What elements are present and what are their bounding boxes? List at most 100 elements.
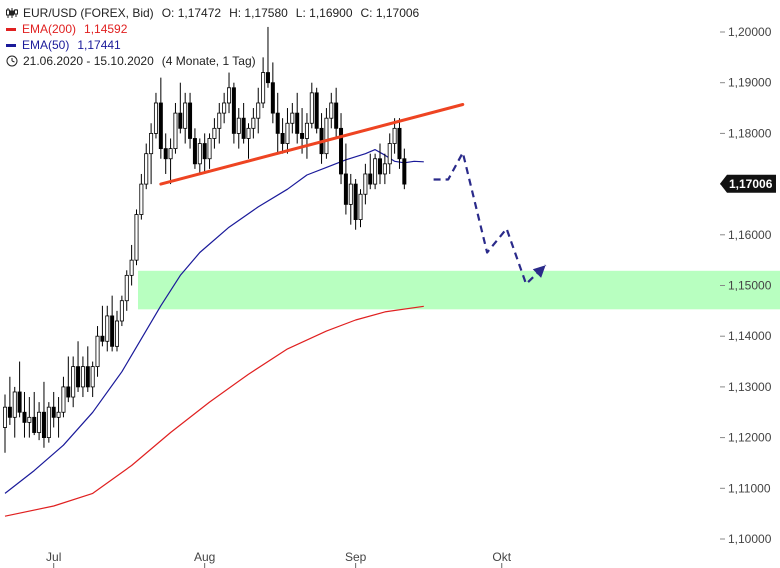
- forecast-arrowhead: [532, 265, 546, 278]
- candle[interactable]: [256, 87, 261, 134]
- candle[interactable]: [158, 77, 163, 159]
- candle-body-up: [217, 112, 222, 129]
- candle[interactable]: [334, 87, 339, 139]
- candle-body-up: [348, 183, 353, 205]
- candle[interactable]: [304, 113, 309, 159]
- candle[interactable]: [46, 402, 51, 443]
- candle[interactable]: [285, 108, 290, 154]
- candle[interactable]: [22, 391, 27, 438]
- candle[interactable]: [265, 26, 270, 88]
- candle[interactable]: [358, 189, 363, 228]
- candle[interactable]: [295, 92, 300, 144]
- candle[interactable]: [124, 270, 129, 311]
- candle[interactable]: [41, 381, 46, 448]
- candle[interactable]: [183, 92, 188, 144]
- candle[interactable]: [110, 295, 115, 352]
- candle[interactable]: [319, 113, 324, 164]
- candle[interactable]: [192, 128, 197, 169]
- candle[interactable]: [368, 153, 373, 190]
- legend-high: H: 1,17580: [229, 6, 288, 20]
- candle[interactable]: [329, 92, 334, 129]
- candle[interactable]: [188, 92, 193, 149]
- candle[interactable]: [382, 153, 387, 185]
- candle[interactable]: [76, 341, 81, 392]
- candle[interactable]: [241, 102, 246, 144]
- candle[interactable]: [56, 397, 61, 438]
- candle[interactable]: [324, 108, 329, 159]
- candle[interactable]: [212, 118, 217, 149]
- candle-body-up: [144, 153, 149, 185]
- candle[interactable]: [236, 108, 241, 149]
- candle[interactable]: [392, 118, 397, 154]
- candle[interactable]: [270, 62, 275, 124]
- candle[interactable]: [246, 123, 251, 159]
- candle[interactable]: [80, 356, 85, 398]
- candle[interactable]: [149, 123, 154, 185]
- candle[interactable]: [280, 118, 285, 154]
- candle[interactable]: [144, 143, 149, 190]
- clock-icon: [6, 55, 18, 67]
- candle[interactable]: [231, 82, 236, 144]
- candle[interactable]: [314, 87, 319, 134]
- candle[interactable]: [105, 305, 110, 352]
- candle[interactable]: [139, 173, 144, 220]
- candle[interactable]: [363, 163, 368, 205]
- candle-body-down: [397, 127, 402, 160]
- candle[interactable]: [32, 391, 37, 436]
- candle[interactable]: [66, 356, 71, 403]
- candle[interactable]: [129, 244, 134, 286]
- candle-body-down: [275, 112, 280, 134]
- candle[interactable]: [343, 143, 348, 215]
- x-tick-label: Aug: [194, 550, 215, 564]
- candle[interactable]: [61, 376, 66, 418]
- candle[interactable]: [339, 113, 344, 185]
- candle[interactable]: [207, 133, 212, 169]
- candle[interactable]: [222, 92, 227, 124]
- candle[interactable]: [397, 118, 402, 169]
- candle[interactable]: [3, 394, 8, 453]
- candle[interactable]: [353, 179, 358, 230]
- candle-body-up: [183, 102, 188, 129]
- candle-body-up: [363, 173, 368, 195]
- candle[interactable]: [261, 57, 266, 109]
- candle[interactable]: [95, 326, 100, 377]
- candle-body-up: [261, 72, 266, 104]
- candle[interactable]: [202, 133, 207, 174]
- candle[interactable]: [173, 102, 178, 154]
- candle-layer[interactable]: [3, 26, 407, 453]
- candle[interactable]: [402, 148, 407, 190]
- candle[interactable]: [153, 92, 158, 139]
- candle[interactable]: [115, 310, 120, 352]
- candle[interactable]: [163, 133, 168, 174]
- candle[interactable]: [309, 82, 314, 129]
- candle[interactable]: [275, 92, 280, 154]
- candle[interactable]: [7, 376, 12, 425]
- candle[interactable]: [217, 102, 222, 144]
- candle[interactable]: [51, 391, 56, 428]
- candle[interactable]: [85, 346, 90, 392]
- candle[interactable]: [227, 72, 232, 114]
- candle[interactable]: [168, 138, 173, 185]
- candle[interactable]: [100, 305, 105, 347]
- candle-body-up: [80, 366, 85, 388]
- candle[interactable]: [373, 153, 378, 190]
- candle[interactable]: [197, 138, 202, 174]
- candle[interactable]: [119, 295, 124, 327]
- candle[interactable]: [71, 356, 76, 408]
- candle[interactable]: [290, 102, 295, 134]
- candle-body-down: [178, 112, 183, 129]
- candle[interactable]: [377, 143, 382, 185]
- candlestick-icon: [6, 7, 18, 19]
- candle[interactable]: [12, 386, 17, 438]
- candle[interactable]: [90, 361, 95, 398]
- candle[interactable]: [134, 209, 139, 266]
- candle[interactable]: [178, 82, 183, 134]
- candle[interactable]: [251, 108, 256, 139]
- candle[interactable]: [17, 361, 22, 418]
- candle[interactable]: [348, 173, 353, 225]
- candle[interactable]: [37, 402, 42, 441]
- ema50-swatch: [6, 43, 16, 47]
- candle[interactable]: [387, 133, 392, 174]
- candle[interactable]: [27, 397, 32, 438]
